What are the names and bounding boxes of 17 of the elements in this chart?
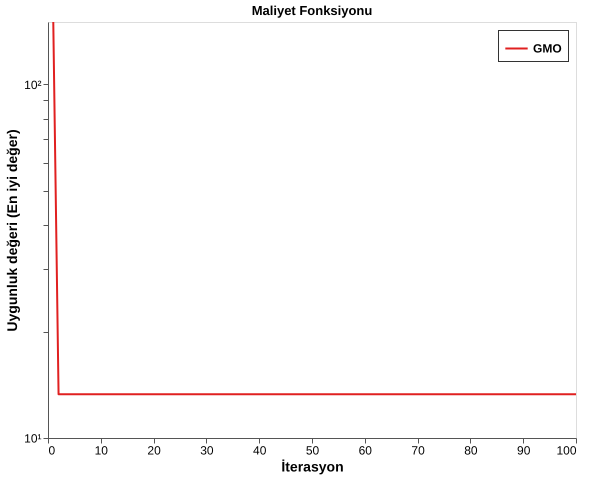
x-tick-label: 30 [200,444,214,458]
x-axis-title: İterasyon [281,458,344,474]
x-tick-label: 20 [147,444,162,458]
x-tick-label: 90 [517,444,531,458]
x-tick-label: 80 [464,444,478,458]
x-tick-label: 10 [94,444,108,458]
x-tick-label: 100 [556,444,577,458]
x-tick-label: 70 [411,444,426,458]
y-axis-title: Uygunluk değeri (En iyi değer) [4,129,20,332]
x-tick-label: 50 [306,444,320,458]
x-tick-label: 0 [48,444,56,458]
legend-label: GMO [533,42,562,56]
chart-title: Maliyet Fonksiyonu [252,3,372,18]
x-tick-label: 60 [358,444,372,458]
y-tick-label: 10² [24,78,42,92]
y-tick-label: 10¹ [24,432,42,446]
x-tick-label: 40 [253,444,267,458]
